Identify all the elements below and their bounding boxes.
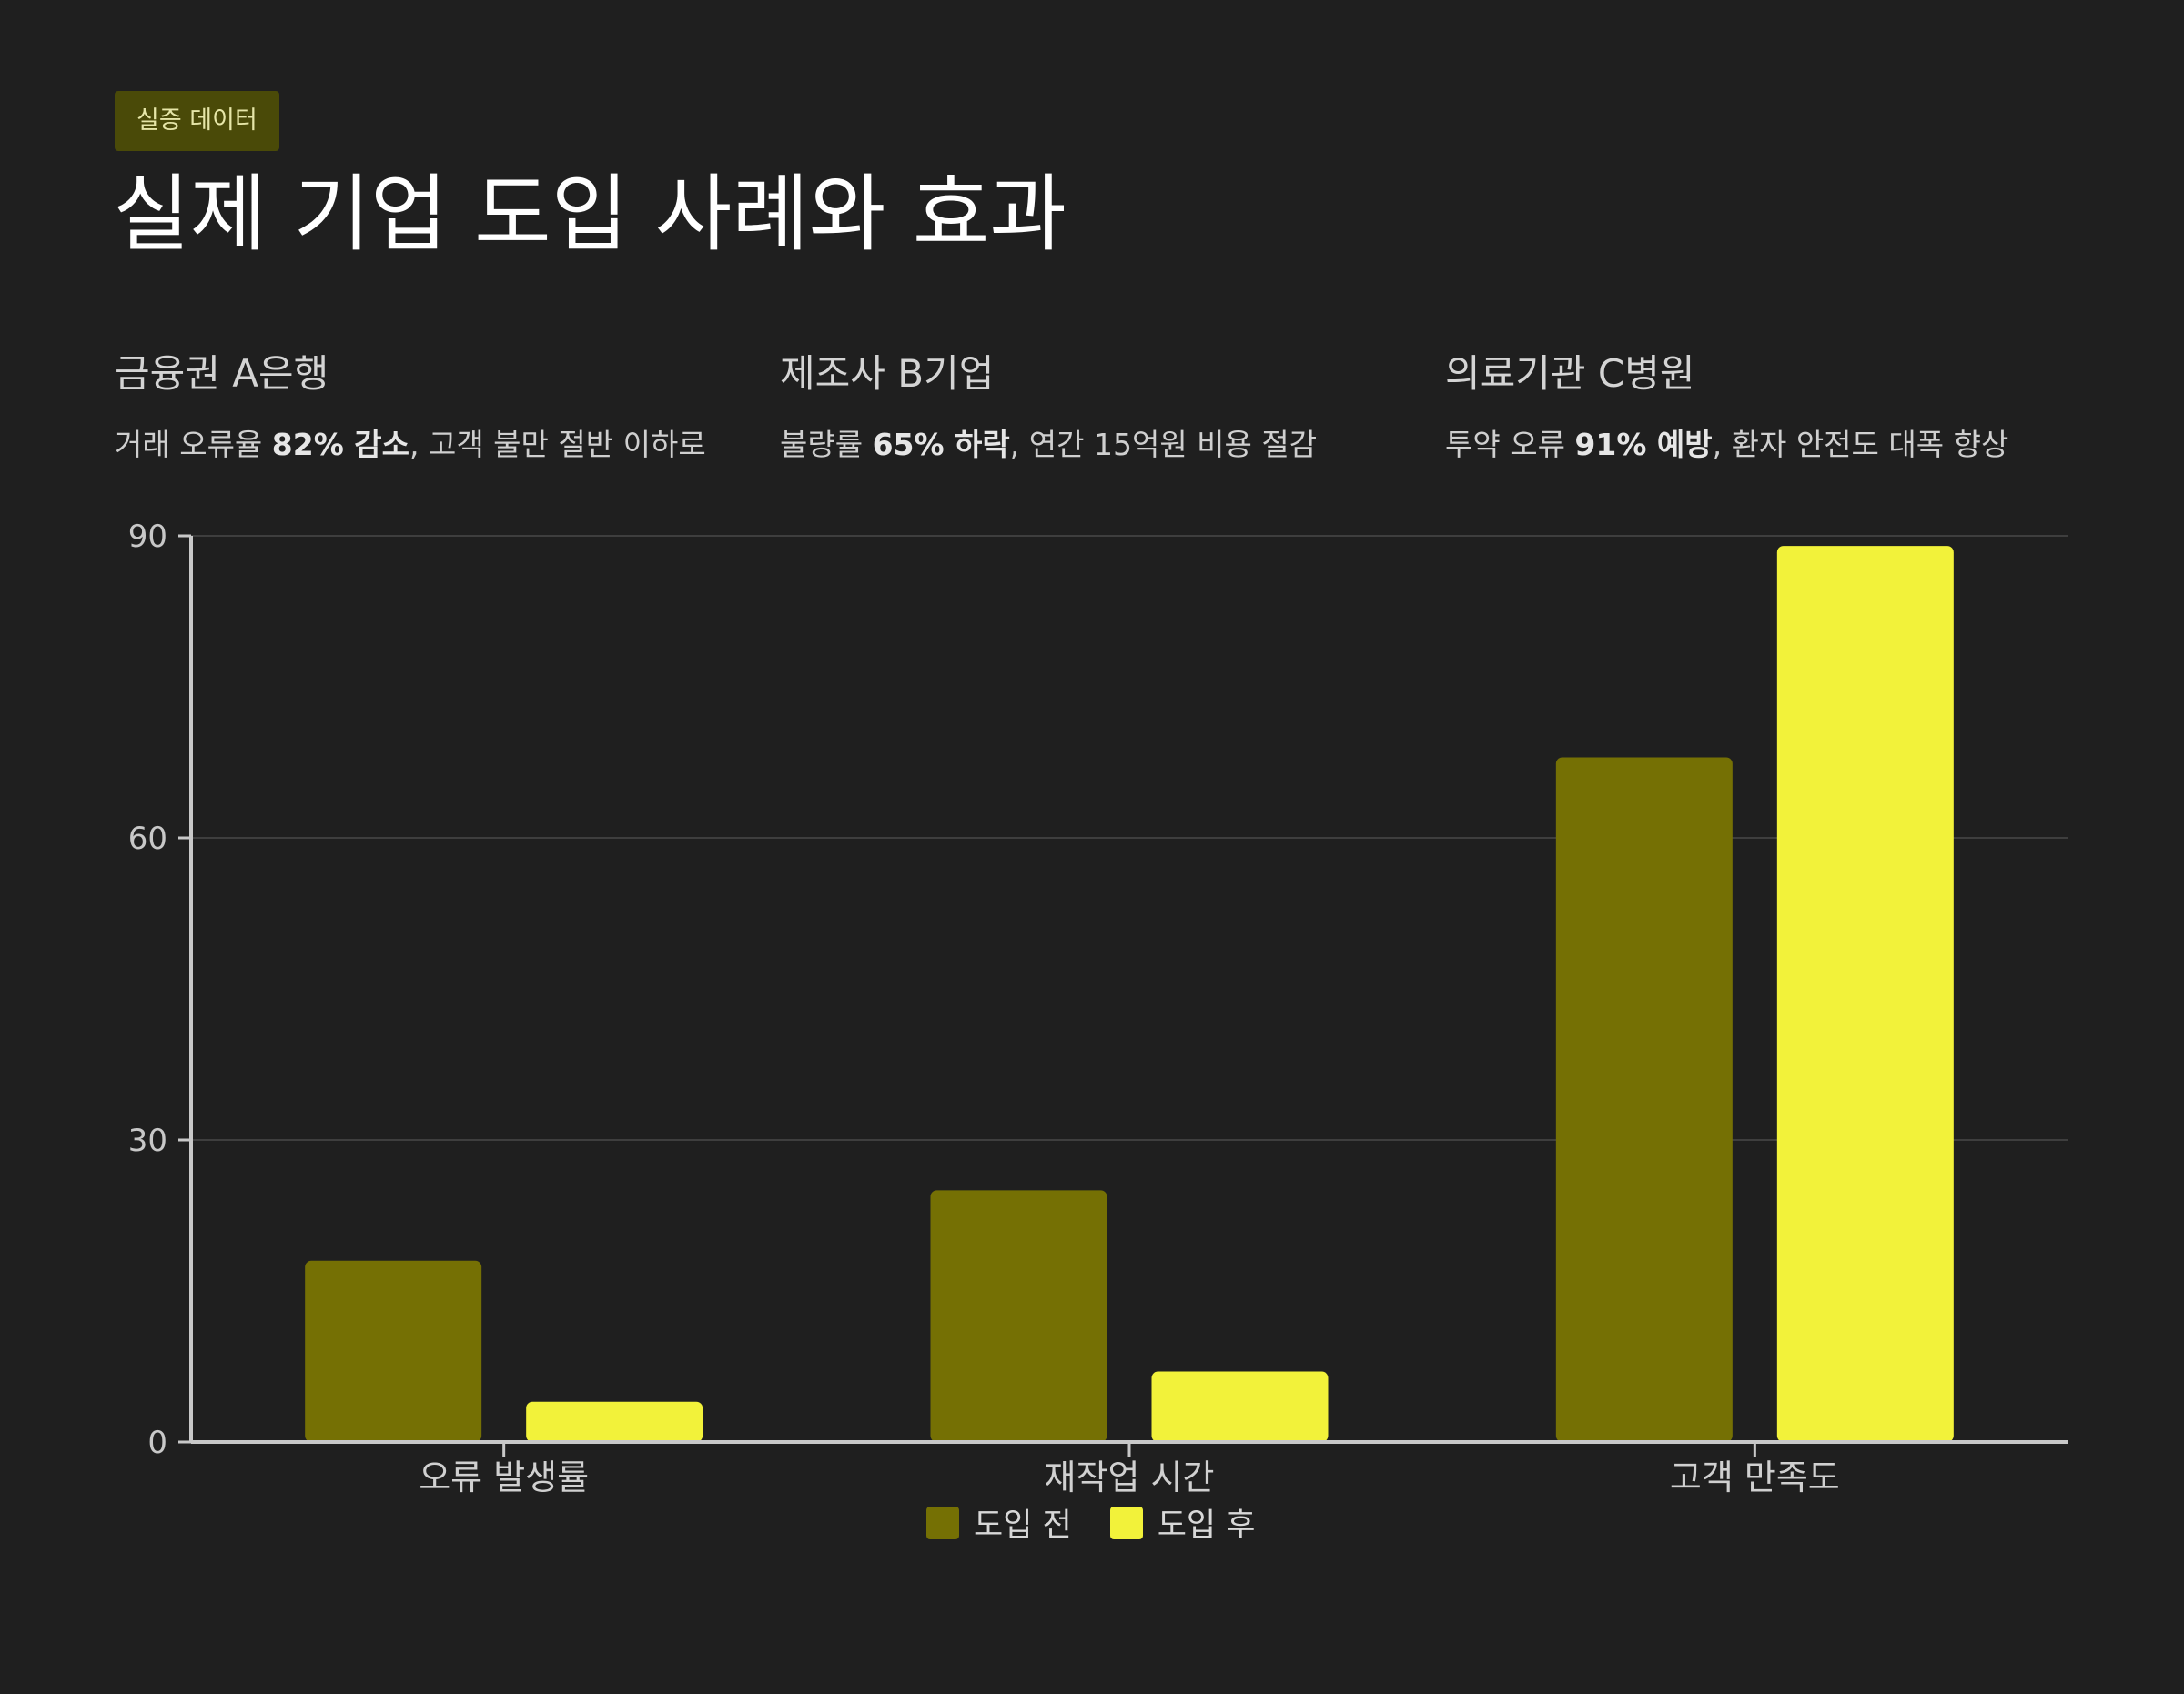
case-title: 의료기관 C병원: [1445, 351, 1695, 396]
case-desc-text: , 환자 안전도 대폭 향상: [1712, 427, 2009, 462]
case-card-manufacturer: 제조사 B기업 불량률 65% 하락, 연간 15억원 비용 절감: [780, 344, 1435, 468]
bar-after: [1776, 546, 1954, 1442]
y-tick-label: 60: [128, 821, 167, 857]
bar-before: [305, 1260, 482, 1442]
legend-swatch-before: [926, 1506, 959, 1539]
section-badge: 실증 데이터: [115, 91, 279, 151]
bar-before: [1555, 757, 1733, 1442]
legend-label-after: 도입 후: [1157, 1507, 1256, 1544]
x-tick-label: 오류 발생률: [419, 1457, 589, 1497]
case-desc-text: , 고객 불만 절반 이하로: [409, 427, 706, 462]
bar-after: [526, 1401, 703, 1442]
case-title: 제조사 B기업: [780, 351, 995, 396]
case-title: 금융권 A은행: [115, 351, 329, 396]
bar-after: [1151, 1371, 1329, 1442]
y-tick-label: 90: [128, 519, 167, 555]
y-tick-label: 0: [147, 1425, 167, 1461]
x-tick-label: 고객 만족도: [1670, 1457, 1840, 1497]
case-card-bank: 금융권 A은행 거래 오류율 82% 감소, 고객 불만 절반 이하로: [115, 344, 770, 468]
page-title: 실제 기업 도입 사례와 효과: [113, 166, 1067, 263]
legend-item-after: 도입 후: [1109, 1499, 1256, 1546]
case-desc-text: , 연간 15억원 비용 절감: [1009, 427, 1318, 462]
y-tick-label: 30: [128, 1123, 167, 1159]
case-desc-text: 불량률: [780, 427, 873, 462]
case-description: 불량률 65% 하락, 연간 15억원 비용 절감: [780, 422, 1435, 468]
case-desc-text: 거래 오류율: [115, 427, 272, 462]
bar-before: [930, 1190, 1107, 1442]
case-desc-text: 투약 오류: [1445, 427, 1575, 462]
case-description: 투약 오류 91% 예방, 환자 안전도 대폭 향상: [1445, 422, 2100, 468]
case-card-hospital: 의료기관 C병원 투약 오류 91% 예방, 환자 안전도 대폭 향상: [1445, 344, 2100, 468]
case-desc-highlight: 91% 예방: [1574, 427, 1713, 462]
legend-item-before: 도입 전: [926, 1499, 1072, 1546]
case-description: 거래 오류율 82% 감소, 고객 불만 절반 이하로: [115, 422, 770, 468]
x-tick-label: 재작업 시간: [1045, 1457, 1215, 1497]
case-desc-highlight: 65% 하락: [872, 427, 1010, 462]
case-desc-highlight: 82% 감소: [271, 427, 410, 462]
legend-swatch-after: [1109, 1506, 1143, 1539]
chart-legend: 도입 전 도입 후: [926, 1499, 1293, 1546]
legend-label-before: 도입 전: [974, 1507, 1072, 1544]
